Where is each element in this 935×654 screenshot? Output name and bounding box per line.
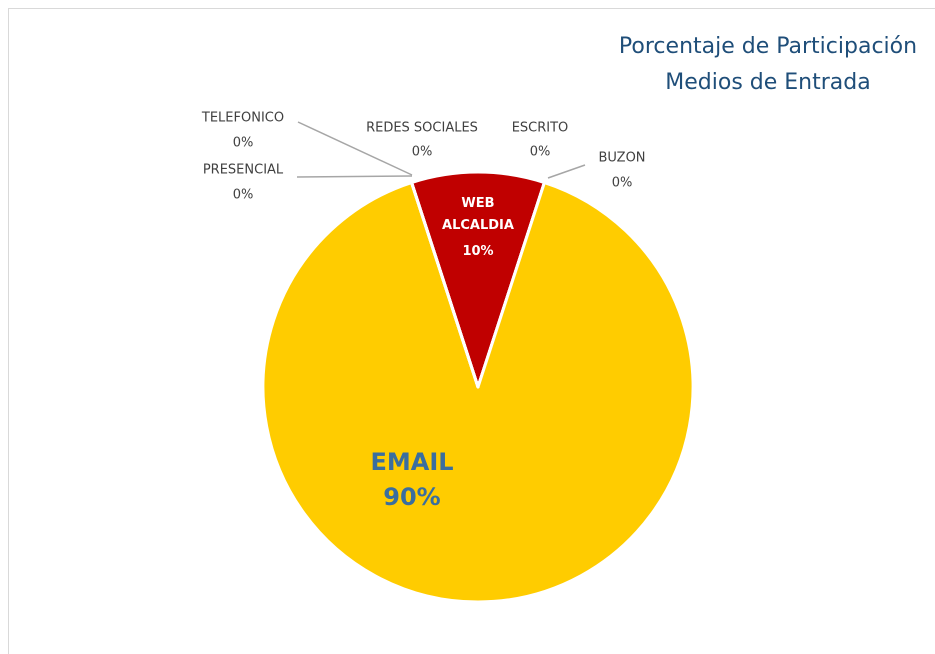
chart-title: Medios de Entrada [665, 70, 871, 95]
category-label: EMAIL [370, 448, 454, 476]
pie-slice [261, 181, 695, 604]
value-label: 90% [383, 483, 441, 511]
category-label: BUZON [598, 150, 646, 166]
category-label: TELEFONICO [201, 110, 285, 126]
value-label: 0% [232, 135, 254, 151]
chart-frame [8, 8, 935, 654]
pie-slice [410, 170, 546, 389]
value-label: 0% [232, 187, 254, 203]
leader-line [547, 164, 586, 179]
value-label: 0% [611, 175, 633, 191]
category-label: REDES SOCIALES [366, 120, 478, 136]
value-label: 0% [411, 144, 433, 160]
chart-title: Porcentaje de Participación [618, 34, 918, 59]
value-label: 0% [529, 144, 551, 160]
category-label: PRESENCIAL [202, 162, 284, 178]
leader-line [297, 121, 413, 176]
category-label: WEB ALCALDIA [442, 196, 514, 233]
category-label: ESCRITO [511, 120, 569, 136]
leader-line [296, 175, 413, 178]
pie-slice [410, 181, 480, 389]
value-label: 10% [462, 244, 494, 259]
